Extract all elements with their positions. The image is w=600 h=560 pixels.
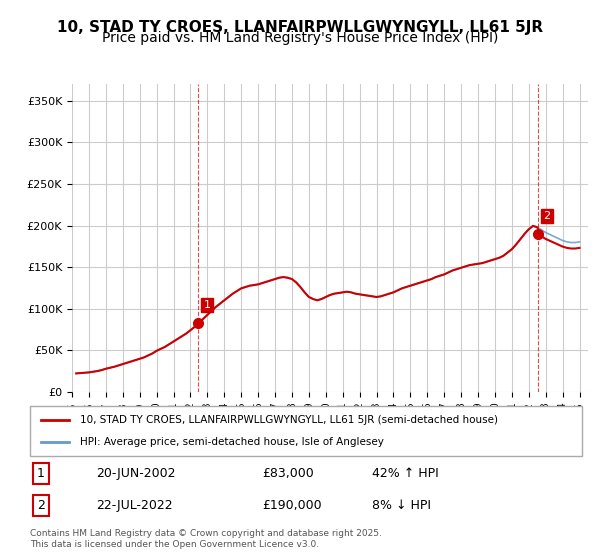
Text: £190,000: £190,000 — [262, 499, 322, 512]
Text: 10, STAD TY CROES, LLANFAIRPWLLGWYNGYLL, LL61 5JR: 10, STAD TY CROES, LLANFAIRPWLLGWYNGYLL,… — [57, 20, 543, 35]
Text: 42% ↑ HPI: 42% ↑ HPI — [372, 467, 439, 480]
Text: 2: 2 — [37, 499, 45, 512]
Text: £83,000: £83,000 — [262, 467, 314, 480]
Text: 20-JUN-2002: 20-JUN-2002 — [96, 467, 176, 480]
Text: 1: 1 — [203, 300, 211, 310]
Text: 8% ↓ HPI: 8% ↓ HPI — [372, 499, 431, 512]
Text: 1: 1 — [37, 467, 45, 480]
Text: 2: 2 — [543, 211, 550, 221]
Text: Price paid vs. HM Land Registry's House Price Index (HPI): Price paid vs. HM Land Registry's House … — [102, 31, 498, 45]
Text: HPI: Average price, semi-detached house, Isle of Anglesey: HPI: Average price, semi-detached house,… — [80, 437, 383, 447]
Text: 10, STAD TY CROES, LLANFAIRPWLLGWYNGYLL, LL61 5JR (semi-detached house): 10, STAD TY CROES, LLANFAIRPWLLGWYNGYLL,… — [80, 415, 497, 425]
Text: 22-JUL-2022: 22-JUL-2022 — [96, 499, 173, 512]
Text: Contains HM Land Registry data © Crown copyright and database right 2025.
This d: Contains HM Land Registry data © Crown c… — [30, 529, 382, 549]
FancyBboxPatch shape — [30, 406, 582, 456]
